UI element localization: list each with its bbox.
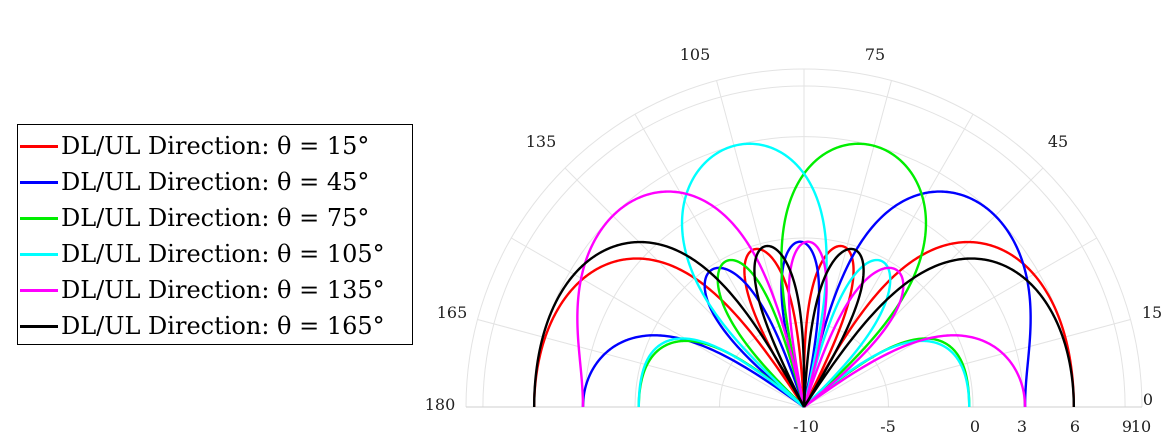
angular-grid-spoke [803,237,1097,408]
radial-tick-label: 10 [1131,417,1151,436]
radial-tick-label: 3 [1017,417,1027,436]
radial-tick-label: -10 [793,417,819,436]
radial-tick-label: 6 [1070,417,1080,436]
angle-tick-label: 180 [425,395,456,414]
series-curve-15 [532,240,1076,408]
polar-grid [465,68,1143,408]
legend-label: DL/UL Direction: θ = 165° [61,312,385,340]
legend-label: DL/UL Direction: θ = 75° [61,204,370,232]
angular-grid-spoke [511,237,805,408]
legend-item-135: DL/UL Direction: θ = 135° [18,272,412,308]
angle-tick-label: 135 [526,132,557,151]
radial-tick-label: 0 [970,417,980,436]
legend-swatch-green [20,216,58,220]
series-curve-135 [576,190,1027,408]
legend-label: DL/UL Direction: θ = 45° [61,168,370,196]
angular-grid-spoke [477,319,805,408]
angle-tick-label: 105 [680,45,711,64]
series-curve-105 [637,142,971,408]
legend-swatch-magenta [20,288,58,292]
legend-swatch-black [20,324,58,328]
series-curves [532,142,1076,408]
legend: DL/UL Direction: θ = 15° DL/UL Direction… [17,124,413,345]
radial-tick-label: 9 [1122,417,1132,436]
angular-grid-spoke [803,319,1131,408]
legend-item-15: DL/UL Direction: θ = 15° [18,128,412,164]
legend-swatch-cyan [20,252,58,256]
angle-tick-label: 75 [865,45,885,64]
legend-swatch-red [20,144,58,148]
series-curve-165 [532,240,1076,408]
angle-tick-label: 45 [1048,132,1068,151]
angle-tick-label: 15 [1142,303,1162,322]
legend-item-165: DL/UL Direction: θ = 165° [18,308,412,344]
legend-swatch-blue [20,180,58,184]
angle-tick-label: 0 [1143,390,1153,409]
tick-labels: 0 15 45 75 105 135 165 180 -10 -5 0 3 6 910 [425,45,1162,436]
legend-item-75: DL/UL Direction: θ = 75° [18,200,412,236]
angle-tick-label: 165 [437,303,468,322]
legend-item-105: DL/UL Direction: θ = 105° [18,236,412,272]
radial-tick-label: -5 [880,417,896,436]
legend-label: DL/UL Direction: θ = 105° [61,240,385,268]
legend-item-45: DL/UL Direction: θ = 45° [18,164,412,200]
legend-label: DL/UL Direction: θ = 15° [61,132,370,160]
legend-label: DL/UL Direction: θ = 135° [61,276,385,304]
